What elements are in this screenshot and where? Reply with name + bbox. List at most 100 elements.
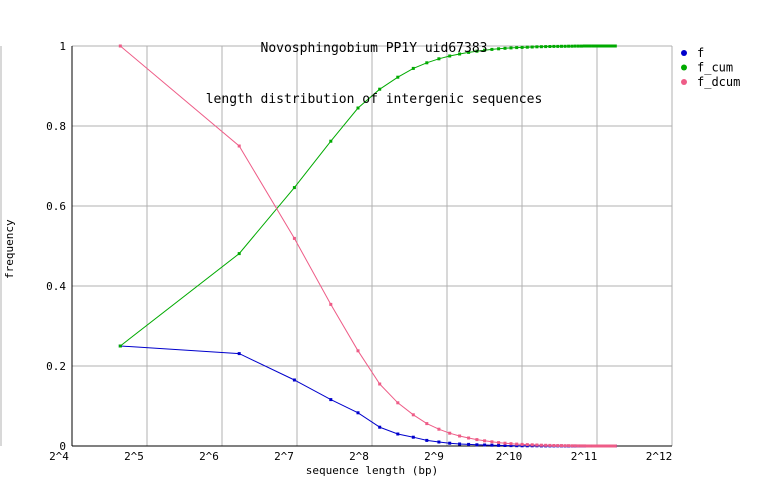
series-f_cum-marker	[458, 52, 462, 56]
series-f_cum-marker	[515, 46, 519, 50]
series-f-line	[120, 345, 616, 447]
series-f_dcum-marker	[596, 444, 600, 448]
series-f_cum-marker	[573, 44, 577, 48]
series-f-marker	[378, 425, 382, 429]
y-tick-label-0.6: 0.6	[46, 200, 66, 213]
series-f_dcum-marker	[490, 440, 494, 444]
series-f-marker	[509, 444, 513, 448]
series-f_cum-marker	[425, 61, 429, 65]
series-f_cum-marker	[396, 75, 400, 79]
series-f_dcum-marker	[602, 444, 605, 448]
series-f_dcum-marker	[520, 442, 524, 446]
y-tick-label-0.4: 0.4	[46, 280, 66, 293]
y-axis-label: frequency	[3, 219, 16, 279]
series-f-marker	[483, 443, 487, 447]
series-f_cum-marker	[570, 44, 574, 48]
series-f-marker	[458, 442, 462, 446]
series-f_cum-marker	[525, 45, 529, 49]
series-f_cum-marker	[609, 44, 613, 48]
x-tick-label-2^11: 2^11	[571, 450, 598, 463]
series-f_cum-marker	[604, 44, 608, 48]
series-f_dcum-marker	[594, 444, 598, 448]
series-f_cum-marker	[613, 44, 617, 48]
y-tick-label-1: 1	[59, 40, 66, 53]
series-f_dcum-marker	[237, 144, 241, 148]
series-f_dcum-marker	[567, 444, 571, 448]
series-f_cum-marker	[594, 44, 598, 48]
series-f_dcum-marker	[503, 441, 507, 445]
series-f-marker	[411, 435, 415, 439]
series-f_dcum-marker	[425, 422, 429, 426]
series-f_cum-marker	[520, 45, 524, 49]
series-f_cum-marker	[237, 252, 241, 256]
x-tick-label-2^6: 2^6	[199, 450, 219, 463]
legend-marker-f	[681, 50, 687, 56]
series-f_cum-marker	[602, 44, 605, 48]
series-f_dcum-marker	[437, 427, 441, 431]
series-f_cum-marker	[560, 44, 563, 48]
series-f-marker	[490, 443, 494, 447]
series-f_cum-marker	[548, 45, 552, 48]
series-f_dcum-marker	[570, 444, 574, 448]
series-f_cum-marker	[503, 46, 507, 50]
series-f_dcum-marker	[552, 444, 556, 447]
series-f_cum-marker	[509, 46, 513, 50]
series-f_cum-marker	[583, 44, 586, 48]
series-f-marker	[475, 443, 479, 447]
series-f_dcum-marker	[509, 442, 513, 446]
series-f_dcum-marker	[544, 443, 548, 447]
series-f_dcum-marker	[588, 444, 592, 448]
series-f_dcum-marker	[591, 444, 595, 448]
series-f_cum-marker	[576, 44, 580, 48]
x-tick-label-2^8: 2^8	[349, 450, 369, 463]
series-f_cum-marker	[475, 49, 479, 53]
series-f_dcum-marker	[576, 444, 580, 448]
series-f_dcum-marker	[458, 434, 462, 438]
series-f_dcum-marker	[530, 443, 534, 447]
series-f_cum-marker	[611, 44, 615, 48]
series-f_dcum-marker	[515, 442, 519, 446]
series-f-marker	[437, 440, 441, 444]
series-f-marker	[448, 441, 452, 445]
series-f_dcum-marker	[118, 44, 122, 48]
series-f_dcum-marker	[556, 444, 560, 448]
x-tick-label-2^12: 2^12	[646, 450, 673, 463]
series-f_cum-marker	[292, 186, 296, 190]
legend-marker-f_dcum	[681, 79, 687, 85]
legend-label-f_cum: f_cum	[697, 61, 733, 75]
series-f-marker	[396, 432, 400, 436]
chart-title: Novosphingobium PP1Y uid67383	[260, 41, 488, 56]
series-f_dcum-marker	[563, 444, 567, 448]
series-f_cum-marker	[483, 48, 487, 52]
series-f_cum-marker	[588, 44, 592, 48]
x-tick-label-2^5: 2^5	[124, 450, 144, 463]
series-f_dcum-marker	[292, 236, 296, 240]
series-f_dcum-marker	[483, 439, 487, 443]
series-f_dcum-marker	[609, 444, 613, 448]
x-tick-label-2^7: 2^7	[274, 450, 294, 463]
series-f_dcum-marker	[497, 441, 501, 445]
series-f_cum-marker	[411, 66, 415, 70]
series-f_dcum-marker	[580, 444, 583, 448]
series-f_dcum-marker	[396, 401, 400, 405]
series-f_dcum-marker	[448, 431, 452, 435]
series-f_dcum-marker	[329, 302, 333, 306]
series-f_cum-marker	[591, 44, 595, 48]
x-tick-label-2^9: 2^9	[424, 450, 444, 463]
series-f-marker	[329, 398, 333, 402]
series-f_cum-marker	[556, 44, 560, 48]
y-tick-label-0: 0	[59, 440, 66, 453]
series-f_dcum-marker	[356, 349, 360, 353]
series-f_cum-marker	[329, 139, 333, 143]
series-f_cum-marker	[448, 54, 452, 58]
series-f-marker	[515, 444, 519, 448]
series-f_cum-marker	[535, 45, 539, 49]
series-f-marker	[467, 442, 471, 446]
legend-label-f_dcum: f_dcum	[697, 75, 740, 89]
series-f_dcum-marker	[475, 438, 479, 442]
series-f_cum-marker	[118, 344, 122, 348]
chart-subtitle: length distribution of intergenic sequen…	[205, 92, 543, 107]
series-f_dcum-marker	[560, 444, 563, 448]
series-f_cum-marker	[552, 44, 556, 48]
